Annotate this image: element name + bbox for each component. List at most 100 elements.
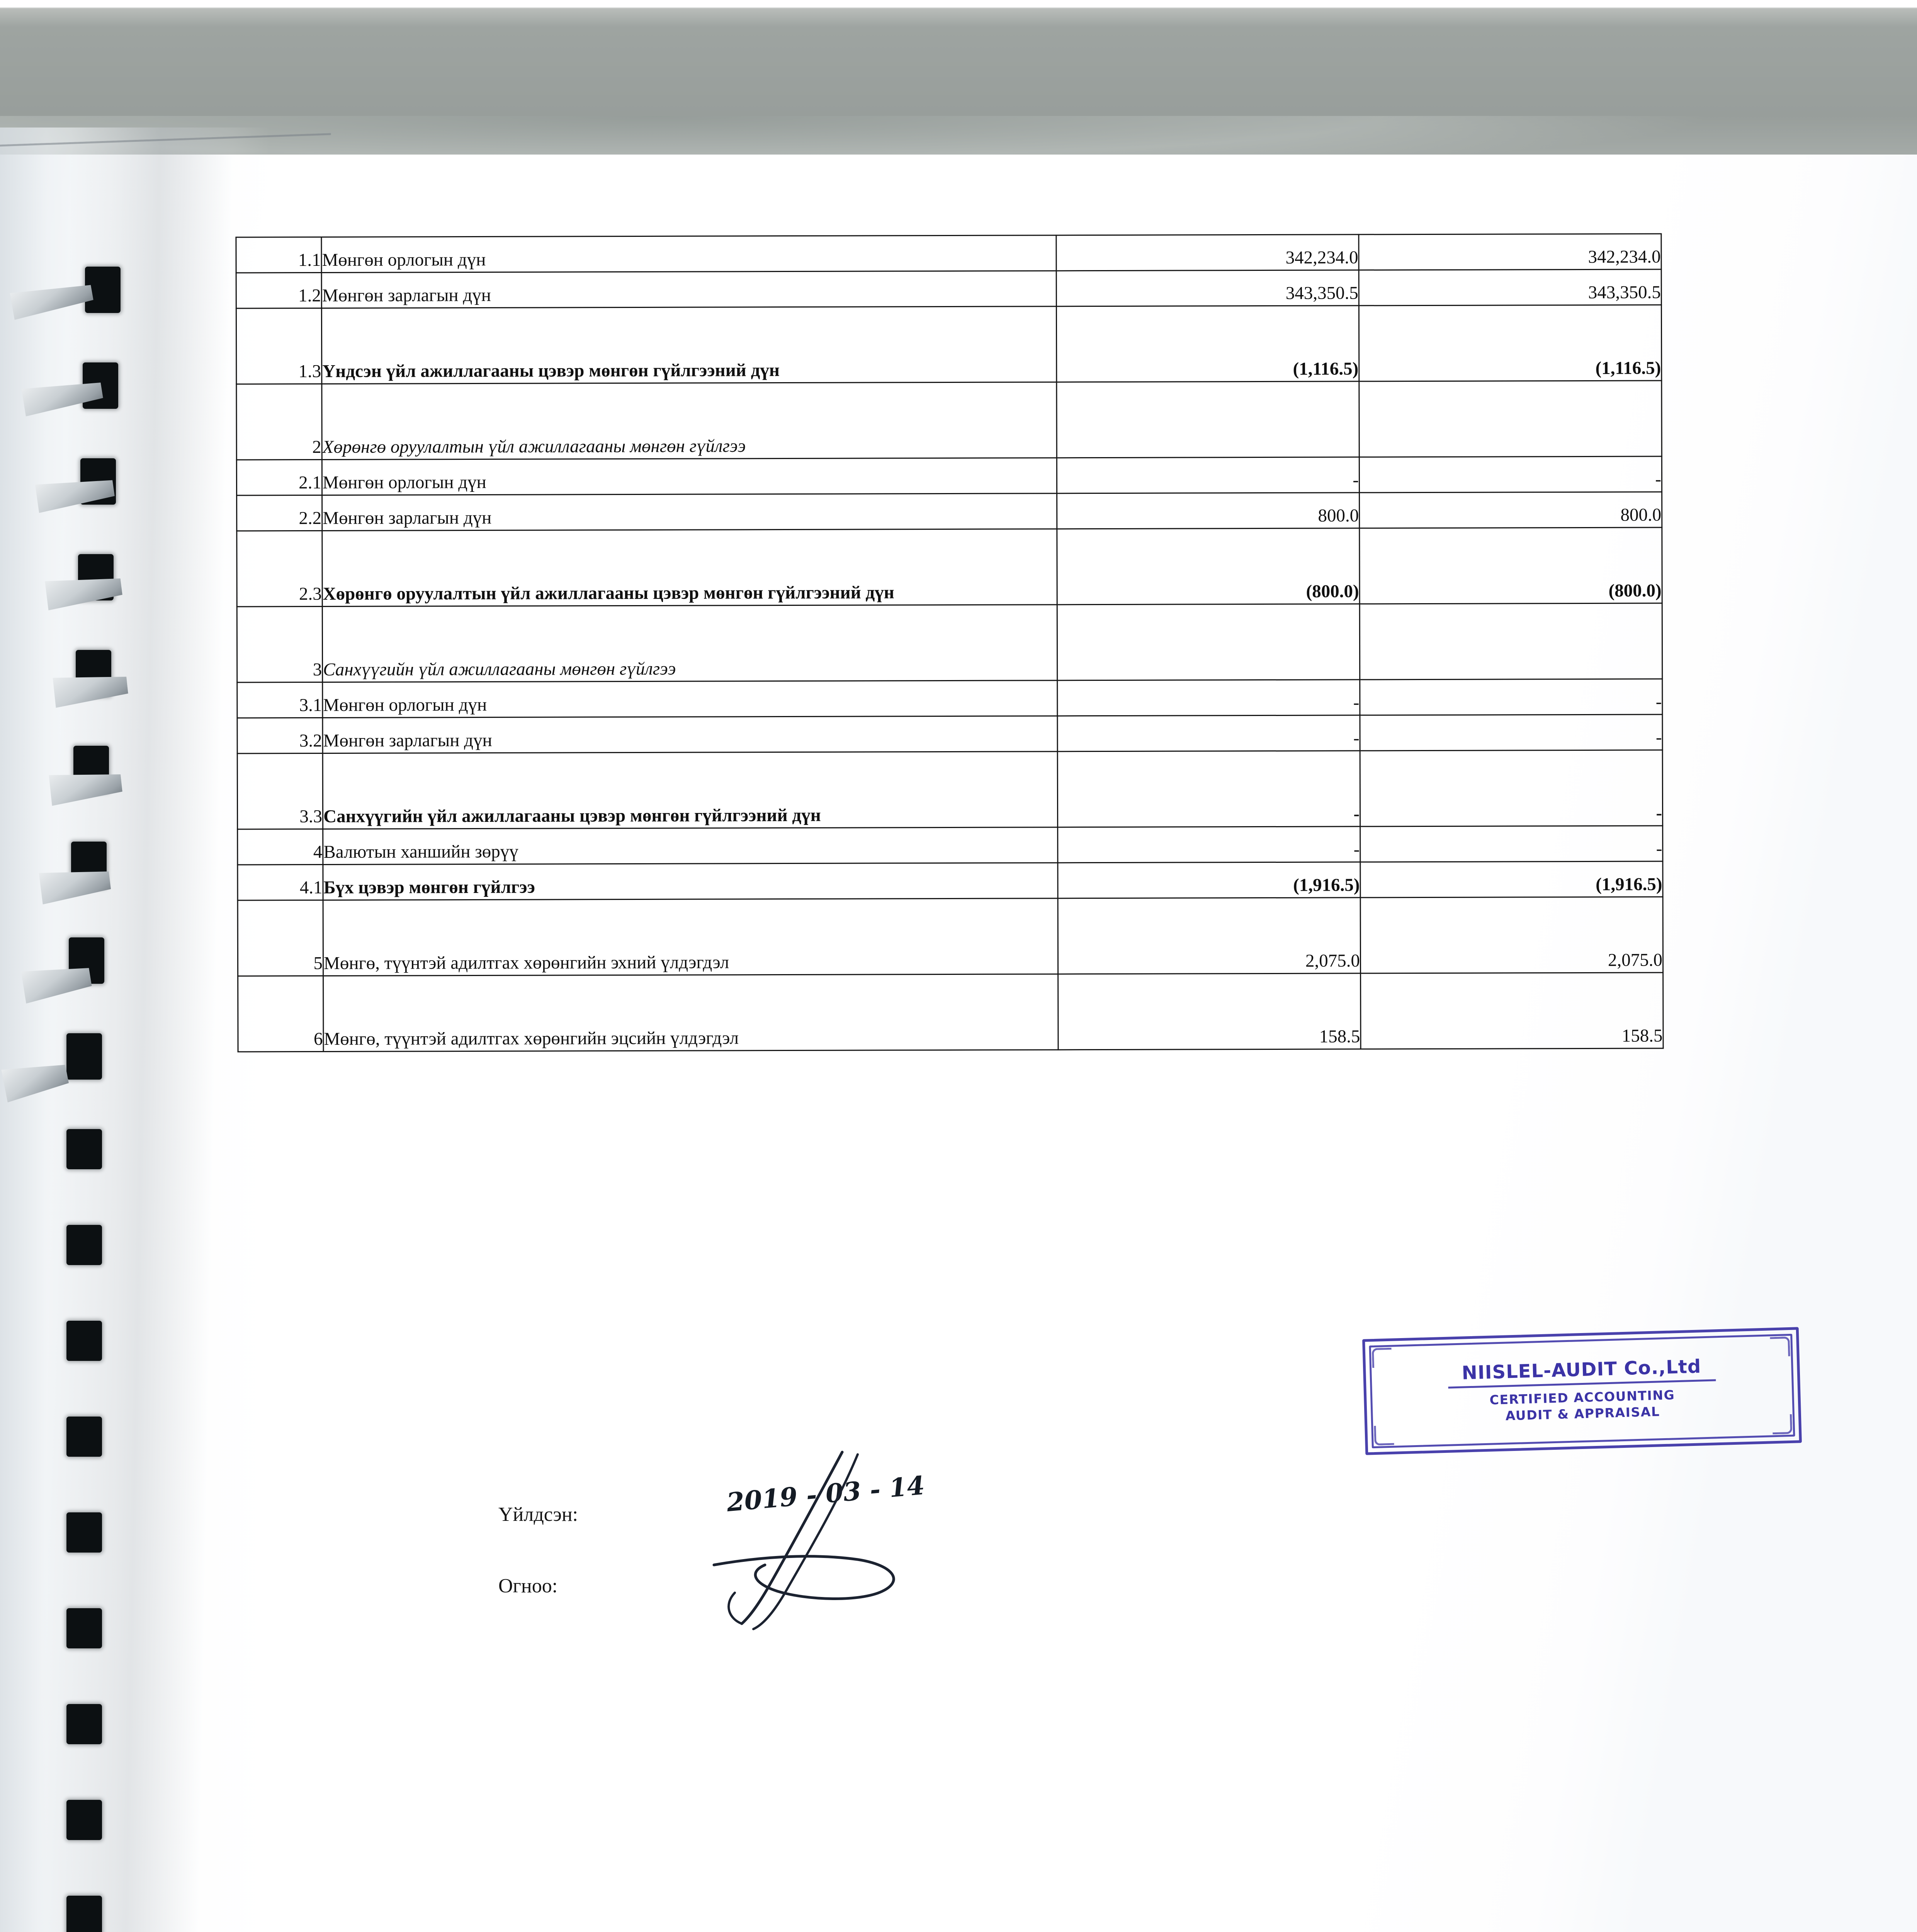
binding-hole xyxy=(66,1608,102,1648)
row-amount-prior-cell: (800.0) xyxy=(1359,527,1662,604)
row-amount-prior-cell xyxy=(1359,380,1662,457)
row-label-cell: Мөнгөн орлогын дүн xyxy=(322,680,1057,718)
row-label-cell: Мөнгөн зарлагын дүн xyxy=(322,493,1057,531)
table-row: 4.1 Бүх цэвэр мөнгөн гүйлгээ (1,916.5) (1,9… xyxy=(237,861,1663,901)
row-label-cell: Санхүүгийн үйл ажиллагааны цэвэр мөнгөн … xyxy=(323,751,1058,829)
row-index-cell: 5 xyxy=(238,900,323,976)
row-amount-current-cell: 158.5 xyxy=(1058,973,1361,1050)
date-dotted-line[interactable]: ........................................… xyxy=(664,1585,940,1597)
stamp-text: NIISLEL-AUDIT Co.,Ltd CERTIFIED ACCOUNTI… xyxy=(1378,1339,1786,1443)
row-index-cell: 4 xyxy=(237,829,323,865)
row-index-cell: 6 xyxy=(238,976,324,1052)
row-amount-prior-cell: - xyxy=(1359,456,1662,493)
row-amount-current-cell: 800.0 xyxy=(1057,492,1360,529)
row-label-cell: Санхүүгийн үйл ажиллагааны мөнгөн гүйлгэ… xyxy=(322,604,1057,682)
table-row: 4 Валютын ханшийн зөрүү - - xyxy=(237,825,1663,865)
row-amount-current-cell: (1,116.5) xyxy=(1056,305,1359,382)
binding-hole xyxy=(66,1225,102,1265)
row-label-cell: Бүх цэвэр мөнгөн гүйлгээ xyxy=(323,862,1058,900)
table-row: 3.2 Мөнгөн зарлагын дүн - - xyxy=(237,714,1663,754)
row-amount-current-cell: (1,916.5) xyxy=(1057,862,1361,898)
row-label-cell: Мөнгөн орлогын дүн xyxy=(322,457,1057,495)
row-amount-current-cell: (800.0) xyxy=(1057,528,1360,605)
row-label-cell: Валютын ханшийн зөрүү xyxy=(323,827,1058,865)
handwritten-signature xyxy=(712,1451,895,1630)
row-index-cell: 2 xyxy=(236,384,322,460)
table-row: 2.3 Хөрөнгө оруулалтын үйл ажиллагааны цэ… xyxy=(236,527,1662,607)
row-index-cell: 3 xyxy=(237,606,323,683)
row-amount-prior-cell: - xyxy=(1360,679,1662,715)
table-row: 2.2 Мөнгөн зарлагын дүн 800.0 800.0 xyxy=(236,492,1662,531)
row-amount-prior-cell xyxy=(1360,603,1662,680)
paper-sheet xyxy=(0,155,1917,1932)
table-row: 5 Мөнгө, түүнтэй адилтгах хөрөнгийн эхний… xyxy=(238,896,1663,976)
date-label: Огноо: xyxy=(498,1575,558,1597)
row-label-cell: Мөнгө, түүнтэй адилтгах хөрөнгийн эцсийн… xyxy=(323,974,1059,1052)
binding-hole xyxy=(66,1800,102,1840)
row-index-cell: 2.2 xyxy=(236,495,322,531)
table-row: 1.3 Үндсэн үйл ажиллагааны цэвэр мөнгөн г… xyxy=(236,304,1662,384)
row-label-cell: Мөнгөн орлогын дүн xyxy=(321,235,1057,273)
prepared-by-row: Үйлдсэн: ...............................… xyxy=(498,1464,1117,1536)
row-amount-current-cell: - xyxy=(1057,750,1360,827)
row-label-cell: Үндсэн үйл ажиллагааны цэвэр мөнгөн гүйл… xyxy=(321,306,1057,384)
table-row: 2 Хөрөнгө оруулалтын үйл ажиллагааны мөнг… xyxy=(236,380,1662,460)
row-amount-current-cell: 343,350.5 xyxy=(1056,270,1359,306)
row-amount-current-cell: - xyxy=(1057,457,1360,493)
row-amount-current-cell xyxy=(1056,381,1360,458)
row-index-cell: 1.2 xyxy=(236,272,322,309)
binding-hole xyxy=(66,1896,102,1932)
row-index-cell: 2.3 xyxy=(236,531,323,607)
row-amount-prior-cell: (1,116.5) xyxy=(1359,304,1662,381)
row-amount-current-cell: - xyxy=(1057,826,1360,863)
row-amount-prior-cell: 343,350.5 xyxy=(1359,269,1662,306)
binding-hole xyxy=(66,1512,102,1553)
binding-hole xyxy=(66,1417,102,1457)
row-amount-prior-cell: (1,916.5) xyxy=(1360,861,1663,898)
row-amount-current-cell: - xyxy=(1057,715,1360,752)
row-label-cell: Хөрөнгө оруулалтын үйл ажиллагааны мөнгө… xyxy=(321,382,1057,460)
table-row: 3 Санхүүгийн үйл ажиллагааны мөнгөн гүйлг… xyxy=(237,603,1662,683)
table-row: 1.1 Мөнгөн орлогын дүн 342,234.0 342,234.0 xyxy=(236,233,1662,273)
table-row: 2.1 Мөнгөн орлогын дүн - - xyxy=(236,456,1662,496)
row-amount-prior-cell: - xyxy=(1360,750,1663,827)
row-index-cell: 1.3 xyxy=(236,308,322,384)
row-amount-prior-cell: - xyxy=(1360,714,1663,751)
table-row: 3.1 Мөнгөн орлогын дүн - - xyxy=(237,679,1662,718)
audit-stamp: NIISLEL-AUDIT Co.,Ltd CERTIFIED ACCOUNTI… xyxy=(1362,1327,1802,1455)
prepared-by-label: Үйлдсэн: xyxy=(498,1503,578,1526)
row-index-cell: 2.1 xyxy=(236,459,322,496)
row-amount-prior-cell: - xyxy=(1360,825,1663,862)
row-index-cell: 3.2 xyxy=(237,718,323,754)
date-row: Огноо: .................................… xyxy=(498,1536,1117,1607)
row-amount-prior-cell: 800.0 xyxy=(1359,492,1662,528)
binding-hole xyxy=(66,1129,102,1169)
row-label-cell: Мөнгө, түүнтэй адилтгах хөрөнгийн эхний … xyxy=(323,898,1058,976)
cash-flow-statement-table: 1.1 Мөнгөн орлогын дүн 342,234.0 342,234.0 1… xyxy=(235,233,1664,1052)
row-amount-prior-cell: 342,234.0 xyxy=(1358,233,1662,270)
row-amount-current-cell: 342,234.0 xyxy=(1056,234,1359,271)
signature-block: Үйлдсэн: ...............................… xyxy=(498,1451,1117,1630)
row-label-cell: Мөнгөн зарлагын дүн xyxy=(321,270,1057,308)
table-body: 1.1 Мөнгөн орлогын дүн 342,234.0 342,234.0 1… xyxy=(236,233,1664,1052)
row-amount-prior-cell: 158.5 xyxy=(1360,972,1664,1049)
table-row: 6 Мөнгө, түүнтэй адилтгах хөрөнгийн эцсий… xyxy=(238,972,1664,1052)
row-amount-current-cell xyxy=(1057,604,1360,680)
row-label-cell: Мөнгөн зарлагын дүн xyxy=(322,716,1058,753)
binding-hole xyxy=(66,1704,102,1744)
prepared-by-dotted-line[interactable]: ........................................… xyxy=(664,1514,940,1525)
row-index-cell: 3.1 xyxy=(237,682,323,718)
row-amount-current-cell: - xyxy=(1057,679,1360,716)
row-index-cell: 1.1 xyxy=(236,237,322,273)
table-row: 1.2 Мөнгөн зарлагын дүн 343,350.5 343,350.5 xyxy=(236,269,1662,309)
row-amount-current-cell: 2,075.0 xyxy=(1058,897,1361,974)
row-index-cell: 4.1 xyxy=(237,864,323,901)
row-index-cell: 3.3 xyxy=(237,753,323,830)
page-gutter-shading xyxy=(0,128,294,1932)
row-amount-prior-cell: 2,075.0 xyxy=(1360,896,1663,973)
binding-hole xyxy=(66,1321,102,1361)
table-row: 3.3 Санхүүгийн үйл ажиллагааны цэвэр мөнг… xyxy=(237,750,1663,830)
binding-hole xyxy=(66,1033,102,1080)
row-label-cell: Хөрөнгө оруулалтын үйл ажиллагааны цэвэр… xyxy=(322,529,1057,607)
stamp-company-name: NIISLEL-AUDIT Co.,Ltd xyxy=(1461,1355,1701,1384)
